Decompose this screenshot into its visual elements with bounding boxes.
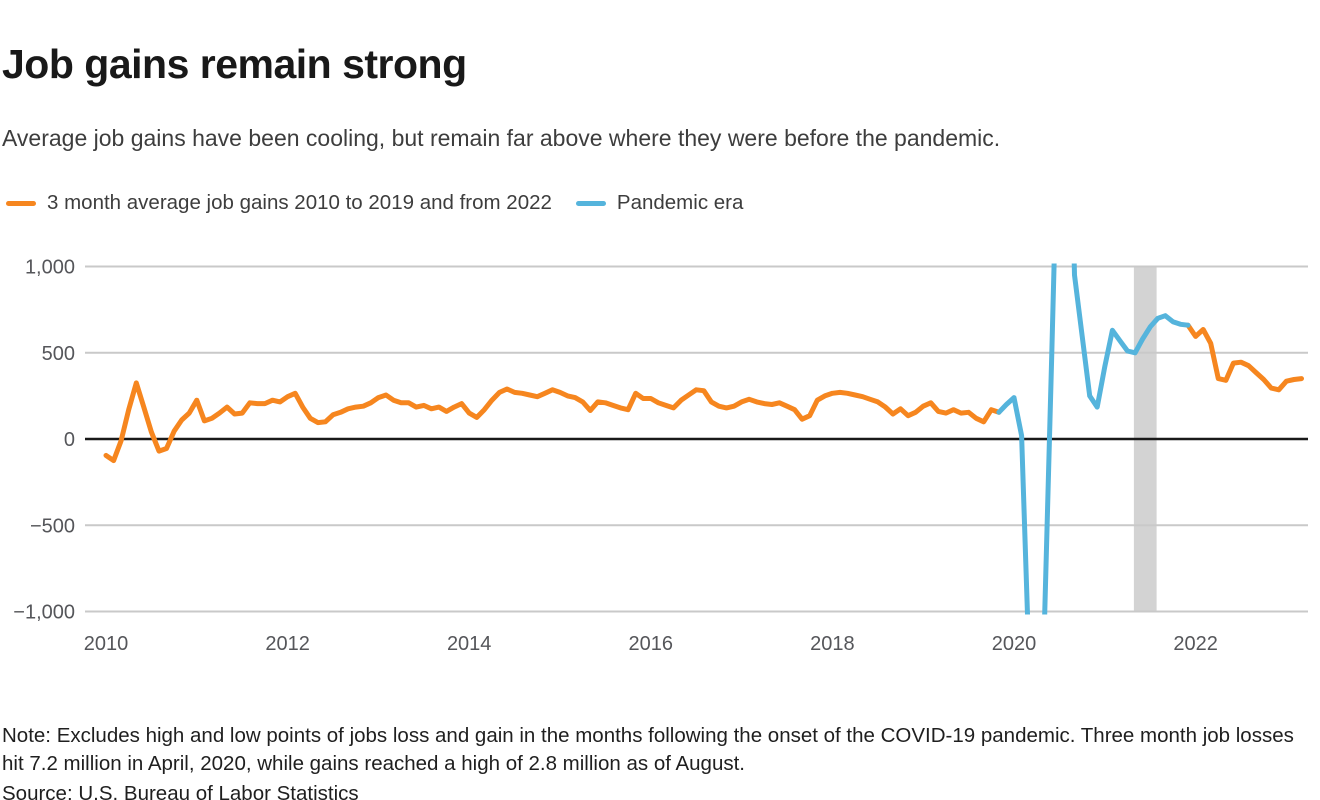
series-line (1185, 322, 1304, 393)
y-tick-label: 1,000 (25, 257, 75, 279)
orange-line-swatch-icon (6, 200, 36, 206)
chart-legend: 3 month average job gains 2010 to 2019 a… (6, 191, 767, 215)
legend-label: 3 month average job gains 2010 to 2019 a… (47, 191, 552, 214)
x-tick-label: 2022 (1173, 633, 1218, 655)
x-tick-label: 2020 (992, 633, 1037, 655)
x-tick-label: 2014 (447, 633, 492, 655)
line-chart: 1,000 500 0 −500 −1,000 2010 2012 2014 2016 2018 2… (13, 257, 1308, 655)
x-tick-label: 2016 (629, 633, 674, 655)
legend-item-job-gains: 3 month average job gains 2010 to 2019 a… (6, 191, 552, 215)
chart-source: Source: U.S. Bureau of Labor Statistics (2, 781, 359, 800)
blue-line-swatch-icon (575, 200, 606, 206)
series-line (996, 263, 1191, 615)
y-tick-label: 0 (64, 429, 75, 451)
chart-subtitle: Average job gains have been cooling, but… (2, 125, 1001, 151)
y-tick-label: −1,000 (13, 602, 75, 624)
y-tick-label: −500 (30, 515, 75, 537)
x-tick-label: 2012 (265, 633, 310, 655)
x-tick-label: 2010 (84, 633, 129, 655)
page-title: Job gains remain strong (2, 41, 467, 88)
chart-note: Note: Excludes high and low points of jo… (2, 723, 1294, 775)
legend-label: Pandemic era (616, 191, 744, 214)
legend-item-pandemic-era: Pandemic era (575, 191, 744, 215)
x-tick-label: 2018 (810, 633, 855, 655)
y-tick-label: 500 (42, 343, 75, 365)
series-line (103, 380, 1002, 464)
